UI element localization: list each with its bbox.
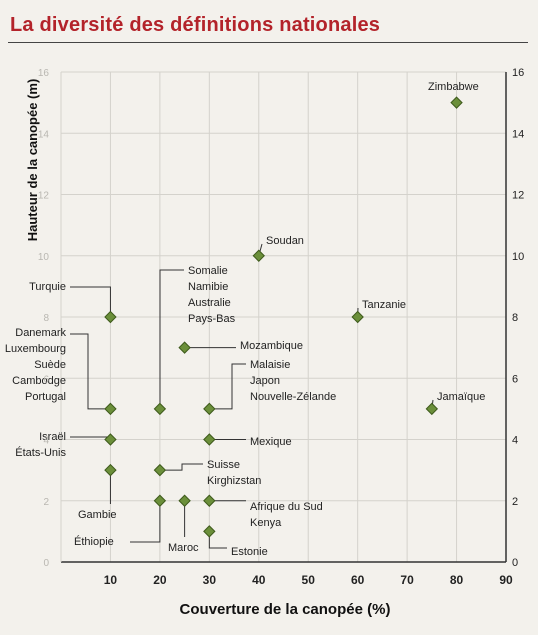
point-label: Somalie: [188, 265, 228, 277]
tick-labels: 10 20 30 40 50 60 70 80 90 0 2 4 6 8 10 12 14 16 0 2 4 6 8 10 12…: [38, 67, 524, 587]
data-point: [104, 310, 117, 324]
point-label: Pays-Bas: [188, 313, 236, 325]
x-tick-label: 10: [104, 573, 118, 587]
y-tick-label-left: 16: [38, 68, 50, 79]
data-points: [104, 96, 463, 538]
y-tick-label-right: 0: [512, 557, 518, 569]
data-point: [450, 96, 463, 109]
x-tick-label: 40: [252, 573, 266, 587]
point-label: Malaisie: [250, 359, 290, 371]
x-tick-label: 50: [302, 573, 316, 587]
point-label: Suisse: [207, 459, 240, 471]
point-label: Israël: [39, 431, 66, 443]
y-tick-label-left: 8: [43, 313, 49, 324]
data-point: [178, 341, 191, 354]
y-tick-label-right: 4: [512, 435, 518, 447]
x-tick-label: 30: [203, 573, 217, 587]
x-tick-label: 80: [450, 573, 464, 587]
point-label: Nouvelle-Zélande: [250, 391, 336, 403]
title-rule: [8, 42, 528, 43]
point-label: Mexique: [250, 436, 292, 448]
y-tick-label-left: 0: [43, 558, 49, 569]
data-point: [203, 525, 216, 538]
point-label: Mozambique: [240, 340, 303, 352]
point-label: Australie: [188, 297, 231, 309]
y-tick-label-left: 2: [43, 497, 49, 508]
point-label: Soudan: [266, 235, 304, 247]
data-point: [104, 463, 117, 477]
y-tick-label-right: 8: [512, 312, 518, 324]
point-label: Cambodge: [12, 375, 66, 387]
point-label: Maroc: [168, 542, 199, 554]
y-axis-label: Hauteur de la canopée (m): [25, 79, 40, 242]
leader-line: [70, 286, 111, 317]
y-tick-label-right: 12: [512, 190, 524, 202]
data-point: [153, 402, 167, 416]
point-labels: Turquie Danemark Luxembourg Suède Cambodge Po…: [5, 81, 485, 558]
point-label: Jamaïque: [437, 391, 485, 403]
data-point: [203, 433, 216, 446]
point-label: Danemark: [15, 327, 66, 339]
data-point: [203, 494, 216, 507]
y-tick-label-left: 14: [38, 129, 50, 140]
data-point: [153, 494, 167, 507]
chart-title: La diversité des définitions nationales: [10, 14, 381, 36]
point-label: Gambie: [78, 509, 117, 521]
x-tick-label: 70: [400, 573, 414, 587]
point-label: Tanzanie: [362, 299, 406, 311]
leader-line: [159, 269, 184, 409]
y-tick-label-right: 16: [512, 67, 524, 79]
leader-line: [130, 500, 161, 543]
y-tick-label-left: 10: [38, 252, 50, 263]
data-point: [153, 463, 167, 477]
point-label: Afrique du Sud: [250, 501, 323, 513]
x-tick-label: 20: [153, 573, 167, 587]
axes: [60, 72, 507, 563]
point-label: Estonie: [231, 546, 268, 558]
y-tick-label-right: 10: [512, 251, 524, 263]
point-label: Suède: [34, 359, 66, 371]
data-point: [252, 249, 265, 262]
leader-line: [159, 463, 203, 471]
data-point: [203, 402, 216, 416]
point-label: Zimbabwe: [428, 81, 479, 93]
point-label: Kenya: [250, 517, 282, 529]
data-point: [178, 494, 191, 507]
data-point: [104, 433, 117, 446]
y-tick-label-right: 14: [512, 128, 524, 140]
data-point: [104, 402, 117, 416]
point-label: Namibie: [188, 281, 228, 293]
y-tick-label-left: 6: [43, 374, 49, 385]
x-tick-label: 60: [351, 573, 365, 587]
y-tick-label-right: 2: [512, 496, 518, 508]
grid: [61, 71, 507, 563]
x-axis-label: Couverture de la canopée (%): [180, 601, 391, 618]
y-tick-label-left: 12: [38, 191, 50, 202]
point-label: Japon: [250, 375, 280, 387]
leader-line: [209, 363, 246, 410]
leader-lines: [70, 98, 458, 549]
point-label: Turquie: [29, 281, 66, 293]
point-label: États-Unis: [15, 446, 66, 459]
point-label: Kirghizstan: [207, 475, 261, 487]
x-tick-label: 90: [499, 573, 513, 587]
point-label: Luxembourg: [5, 343, 66, 355]
data-point: [425, 402, 439, 416]
y-tick-label-left: 4: [43, 436, 49, 447]
data-point: [351, 310, 364, 324]
y-tick-label-right: 6: [512, 373, 518, 385]
point-label: Éthiopie: [74, 535, 114, 548]
leader-line: [70, 333, 111, 410]
point-label: Portugal: [25, 391, 66, 403]
